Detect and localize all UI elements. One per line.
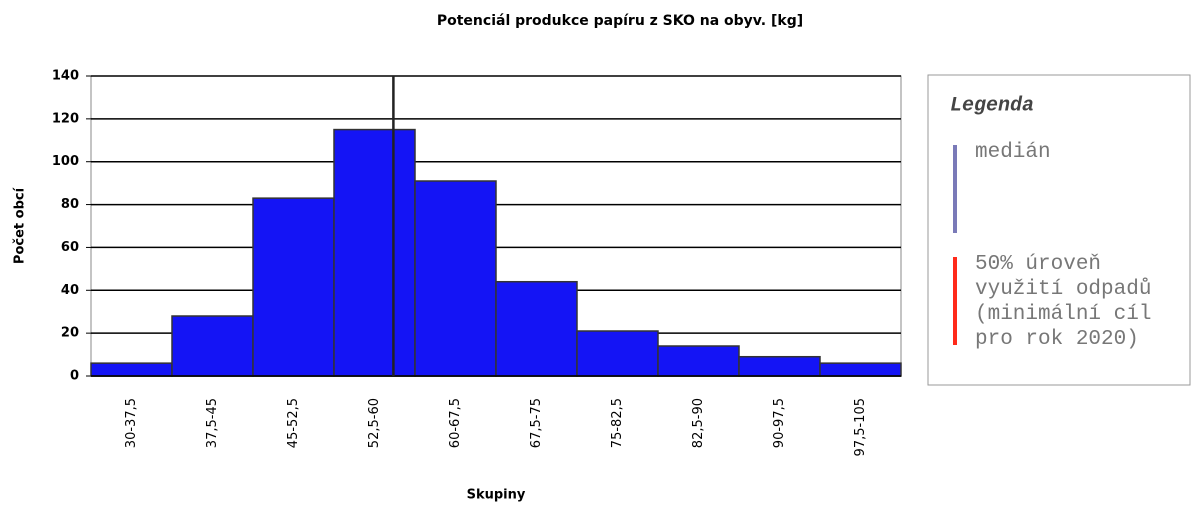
bar (657, 345, 740, 377)
x-tick-label: 60-67,5 (448, 398, 463, 448)
bar (90, 362, 173, 377)
legend-title: Legenda (950, 94, 1034, 117)
y-tick-label: 140 (52, 69, 79, 84)
y-tick-label: 0 (70, 369, 79, 384)
x-tick-label: 30-37,5 (124, 398, 139, 448)
x-tick-label: 45-52,5 (286, 398, 301, 448)
legend-entry: medián (975, 141, 1051, 164)
legend-entry: 50% úroveň využití odpadů (minimální cíl… (975, 253, 1152, 351)
bar (576, 330, 659, 377)
x-tick-label: 52,5-60 (367, 398, 382, 448)
legend-box (927, 74, 1191, 386)
bar (252, 197, 335, 377)
x-tick-label: 67,5-75 (529, 398, 544, 448)
bar (414, 180, 497, 377)
x-tick-label: 97,5-105 (853, 398, 868, 456)
y-axis-label: Počet obcí (13, 186, 28, 264)
y-tick-label: 80 (61, 197, 79, 212)
bar (495, 280, 578, 377)
x-axis-label: Skupiny (467, 488, 526, 503)
legend-label: 50% úroveň využití odpadů (minimální cíl… (975, 253, 1152, 351)
legend-label: medián (975, 141, 1051, 164)
chart-title: Potenciál produkce papíru z SKO na obyv.… (437, 13, 803, 29)
y-tick-label: 100 (52, 154, 79, 169)
x-tick-label: 82,5-90 (691, 398, 706, 448)
y-tick-label: 60 (61, 240, 79, 255)
y-tick-label: 40 (61, 283, 79, 298)
y-tick-label: 120 (52, 111, 79, 126)
y-tick-label: 20 (61, 326, 79, 341)
x-tick-label: 37,5-45 (205, 398, 220, 448)
bar (333, 128, 416, 377)
x-tick-label: 90-97,5 (772, 398, 787, 448)
bar (171, 315, 254, 377)
bar (738, 355, 821, 377)
bar (819, 362, 902, 377)
x-tick-label: 75-82,5 (610, 398, 625, 448)
